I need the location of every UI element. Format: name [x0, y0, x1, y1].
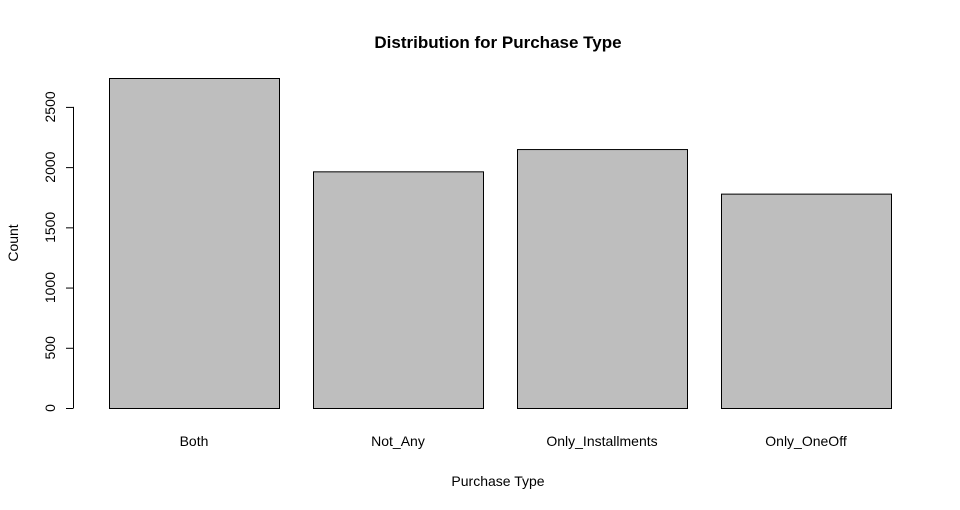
x-axis-label: Purchase Type [451, 473, 544, 489]
y-axis: 0 500 1000 1500 2000 2500 [42, 91, 74, 412]
x-tick-label-both: Both [180, 433, 209, 449]
x-tick-label-not-any: Not_Any [371, 433, 425, 449]
bar-only-installments [517, 149, 688, 410]
x-tick-label-only-oneoff: Only_OneOff [765, 433, 847, 449]
x-tick-labels: Both Not_Any Only_Installments Only_OneOff [180, 433, 847, 449]
chart-title: Distribution for Purchase Type [374, 33, 621, 52]
bar-not-any [313, 171, 484, 409]
bar-only-oneoff [721, 193, 892, 409]
bar-both [109, 78, 280, 409]
y-axis-label: Count [5, 224, 21, 261]
y-tick-label: 500 [42, 336, 58, 360]
x-tick-label-only-installments: Only_Installments [546, 433, 657, 449]
y-tick-label: 1000 [42, 272, 58, 303]
y-tick-label: 2000 [42, 151, 58, 182]
y-tick-label: 2500 [42, 91, 58, 122]
y-tick-label: 0 [42, 404, 58, 412]
y-tick-label: 1500 [42, 212, 58, 243]
bars-group [109, 78, 892, 410]
